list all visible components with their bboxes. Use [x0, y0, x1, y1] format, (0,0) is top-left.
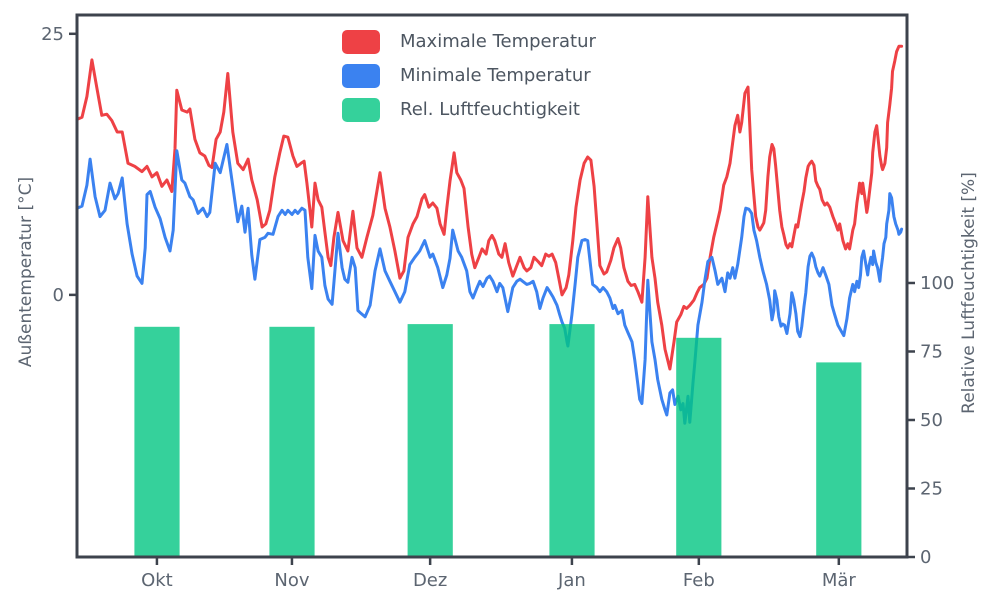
- right-axis-title: Relative Luftfeuchtigkeit [%]: [959, 172, 979, 414]
- humidity-bar-mär: [816, 362, 862, 557]
- x-axis-tick-label: Okt: [141, 570, 173, 591]
- right-axis-tick-label: 100: [920, 273, 954, 294]
- x-axis-tick-label: Feb: [683, 570, 715, 591]
- max-temp-swatch-icon: [342, 30, 380, 54]
- x-axis-tick-label: Nov: [274, 570, 309, 591]
- legend-item-min-temp: Minimale Temperatur: [342, 64, 596, 88]
- humidity-bar-feb: [676, 337, 722, 557]
- min-temp-line: [75, 143, 904, 425]
- humidity-bar-dez: [407, 324, 453, 557]
- left-axis-tick-label: 25: [41, 24, 64, 45]
- right-axis-tick-label: 75: [920, 341, 943, 362]
- max-temp-line: [75, 44, 904, 371]
- legend-label-humidity: Rel. Luftfeuchtigkeit: [400, 99, 580, 120]
- legend-item-humidity: Rel. Luftfeuchtigkeit: [342, 98, 596, 122]
- humidity-bar-jan: [549, 324, 595, 557]
- left-axis-title: Außentemperatur [°C]: [16, 176, 36, 368]
- legend: Maximale Temperatur Minimale Temperatur …: [342, 30, 596, 132]
- left-axis-tick-label: 0: [53, 285, 64, 306]
- x-axis-tick-label: Mär: [822, 570, 857, 591]
- humidity-swatch-icon: [342, 98, 380, 122]
- right-axis-tick-label: 0: [920, 547, 931, 568]
- right-axis-tick-label: 25: [920, 478, 943, 499]
- legend-item-max-temp: Maximale Temperatur: [342, 30, 596, 54]
- x-axis-tick-label: Dez: [413, 570, 447, 591]
- humidity-bar-nov: [269, 326, 315, 557]
- min-temp-swatch-icon: [342, 64, 380, 88]
- legend-label-min-temp: Minimale Temperatur: [400, 65, 591, 86]
- plot-frame: [75, 13, 909, 559]
- x-axis-tick-label: Jan: [557, 570, 586, 591]
- right-axis-tick-label: 50: [920, 410, 943, 431]
- legend-label-max-temp: Maximale Temperatur: [400, 31, 596, 52]
- humidity-bar-okt: [134, 326, 180, 557]
